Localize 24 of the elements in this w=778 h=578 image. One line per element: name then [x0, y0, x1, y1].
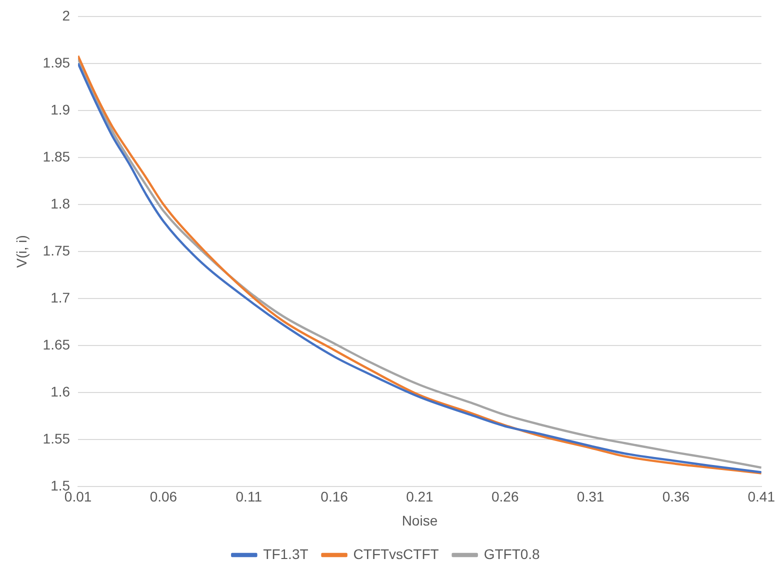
x-tick-label: 0.11 — [236, 488, 262, 505]
x-tick-label: 0.36 — [662, 488, 690, 505]
x-tick-label: 0.16 — [320, 488, 348, 505]
x-tick-label: 0.21 — [406, 488, 434, 505]
y-tick-label: 1.55 — [42, 430, 70, 446]
legend-label: GTFT0.8 — [484, 546, 540, 562]
y-tick-label: 2 — [62, 7, 70, 24]
y-tick-label: 1.95 — [42, 54, 70, 70]
x-axis-title: Noise — [402, 512, 438, 528]
x-tick-label: 0.41 — [748, 488, 776, 505]
x-tick-label: 0.31 — [576, 488, 604, 505]
y-tick-label: 1.65 — [42, 336, 70, 352]
x-tick-label: 0.06 — [150, 488, 178, 505]
y-axis-title: V(i, i) — [13, 235, 30, 268]
y-tick-label: 1.7 — [50, 289, 70, 306]
legend-label: TF1.3T — [263, 546, 309, 562]
y-tick-label: 1.5 — [50, 477, 70, 494]
y-tick-label: 1.9 — [50, 101, 70, 118]
y-tick-label: 1.6 — [50, 383, 70, 400]
x-tick-label: 0.26 — [492, 488, 519, 505]
legend-label: CTFTvsCTFT — [353, 546, 440, 562]
y-tick-label: 1.8 — [50, 195, 70, 212]
y-tick-label: 1.85 — [42, 148, 70, 164]
y-tick-label: 1.75 — [42, 242, 70, 258]
